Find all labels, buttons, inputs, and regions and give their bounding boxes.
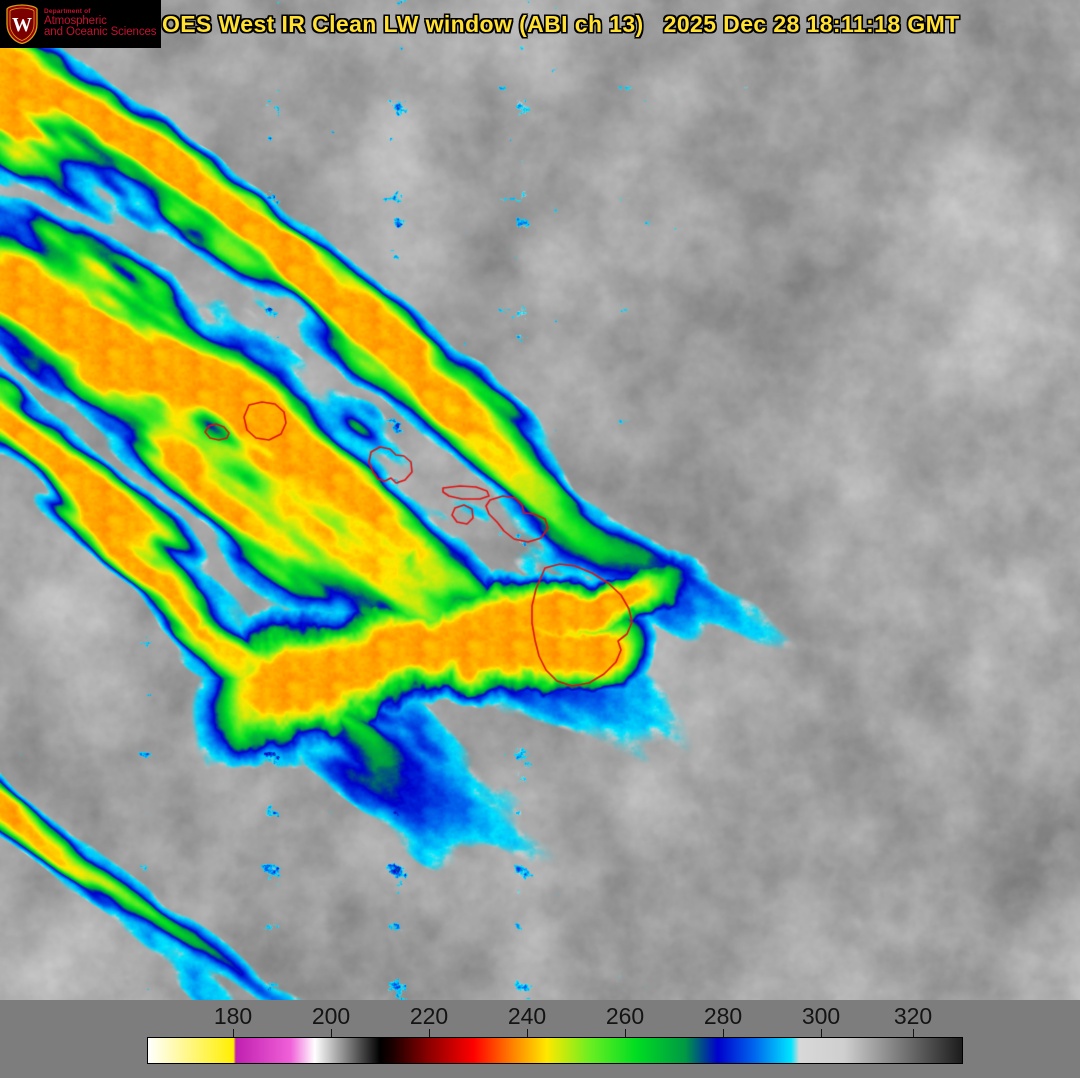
colorbar-tick-label: 180: [213, 1003, 253, 1029]
colorbar-gradient: [148, 1038, 962, 1063]
ir-brightness-temperature-raster: [0, 0, 1080, 1000]
colorbar-tick: [821, 1029, 822, 1037]
colorbar-tick: [723, 1029, 724, 1037]
colorbar-tick: [625, 1029, 626, 1037]
colorbar-tick-label: 220: [409, 1003, 449, 1029]
colorbar-tick-label: 280: [703, 1003, 743, 1029]
colorbar-tick: [527, 1029, 528, 1037]
satellite-ir-image: [0, 0, 1080, 1000]
colorbar-tick: [331, 1029, 332, 1037]
colorbar-tick-marks: [0, 1029, 1080, 1037]
colorbar-tick: [233, 1029, 234, 1037]
colorbar-tick: [429, 1029, 430, 1037]
colorbar-tick: [913, 1029, 914, 1037]
colorbar-tick-label: 300: [801, 1003, 841, 1029]
colorbar-tick-label: 320: [893, 1003, 933, 1029]
colorbar-tick-label: 200: [311, 1003, 351, 1029]
colorbar-tick-label: 260: [605, 1003, 645, 1029]
colorbar-tick-label: 240: [507, 1003, 547, 1029]
colorbar-tick-labels: 180 200 220 240 260 280 300 320: [0, 1003, 1080, 1031]
temperature-colorbar: [147, 1037, 963, 1064]
